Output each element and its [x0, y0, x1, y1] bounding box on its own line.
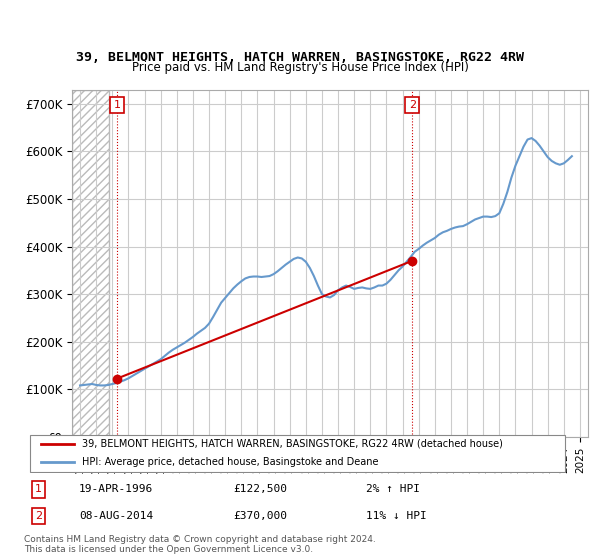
Bar [72, 90, 109, 437]
Text: 39, BELMONT HEIGHTS, HATCH WARREN, BASINGSTOKE, RG22 4RW: 39, BELMONT HEIGHTS, HATCH WARREN, BASIN… [76, 52, 524, 64]
Text: 2% ↑ HPI: 2% ↑ HPI [366, 484, 420, 494]
Text: Price paid vs. HM Land Registry's House Price Index (HPI): Price paid vs. HM Land Registry's House … [131, 61, 469, 74]
Text: Contains HM Land Registry data © Crown copyright and database right 2024.
This d: Contains HM Land Registry data © Crown c… [24, 535, 376, 554]
Text: 19-APR-1996: 19-APR-1996 [79, 484, 154, 494]
Text: 39, BELMONT HEIGHTS, HATCH WARREN, BASINGSTOKE, RG22 4RW (detached house): 39, BELMONT HEIGHTS, HATCH WARREN, BASIN… [82, 439, 503, 449]
Text: 2: 2 [409, 100, 416, 110]
Text: HPI: Average price, detached house, Basingstoke and Deane: HPI: Average price, detached house, Basi… [82, 457, 379, 467]
FancyBboxPatch shape [29, 435, 565, 473]
Text: 2: 2 [35, 511, 42, 521]
Text: 11% ↓ HPI: 11% ↓ HPI [366, 511, 427, 521]
Text: £370,000: £370,000 [234, 511, 288, 521]
Text: 08-AUG-2014: 08-AUG-2014 [79, 511, 154, 521]
Text: 1: 1 [35, 484, 42, 494]
Bar [72, 90, 109, 437]
Text: 1: 1 [113, 100, 121, 110]
Text: £122,500: £122,500 [234, 484, 288, 494]
